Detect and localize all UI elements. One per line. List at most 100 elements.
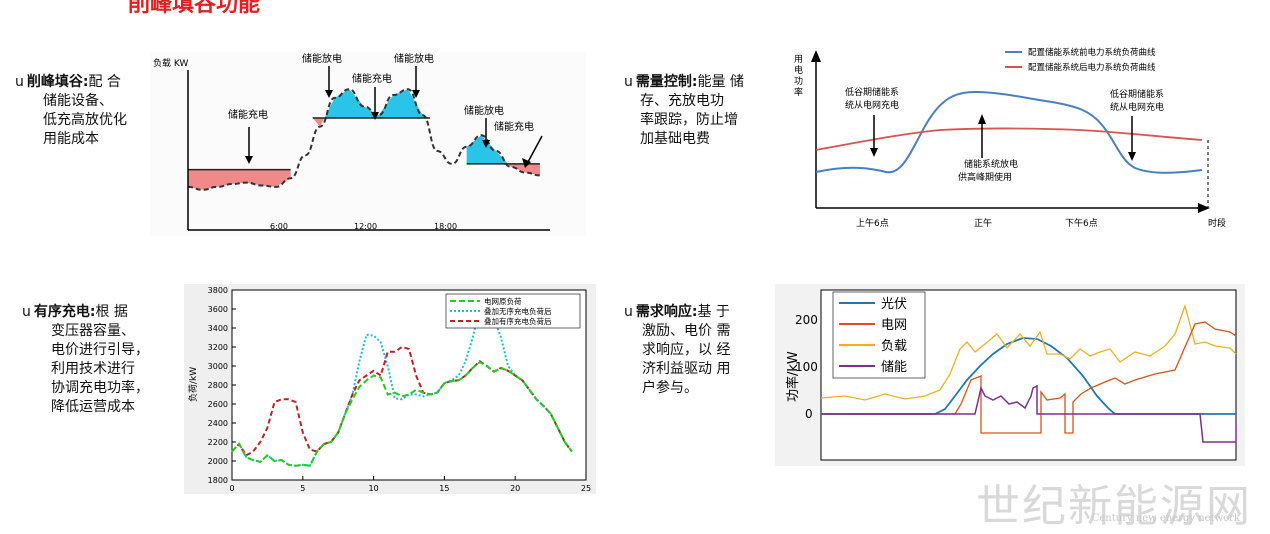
section-line: 求响应，以 经 bbox=[642, 342, 731, 358]
section-line: 济利益驱动 用 bbox=[642, 361, 731, 377]
section-line: 根 据 bbox=[95, 304, 128, 320]
charge-area bbox=[508, 163, 540, 176]
x-tick-label: 上午6点 bbox=[856, 217, 889, 229]
section-line: 电价进行引导， bbox=[51, 342, 149, 358]
section-line: 能量 储 bbox=[697, 74, 744, 90]
section-line: 利用技术进行 bbox=[51, 361, 135, 377]
annotation-label: 储能充电 bbox=[228, 108, 268, 121]
annotation-label: 低谷期储能系 bbox=[1110, 88, 1164, 100]
peak-shaving-chart: 负载 KW 6:00 12:00 18:00 储能充电 储能放电 储能充电 储能… bbox=[150, 52, 586, 236]
bullet-icon: u bbox=[624, 74, 633, 90]
legend-label: 叠加有序充电负荷后 bbox=[484, 316, 552, 326]
legend-label: 储能 bbox=[881, 360, 907, 375]
y-tick-label: 100 bbox=[795, 360, 818, 374]
y-tick-label: 2400 bbox=[208, 419, 228, 428]
y-axis-label: 负载 KW bbox=[153, 57, 188, 69]
y-tick-label: 2000 bbox=[208, 457, 228, 466]
section-line: 变压器容量、 bbox=[51, 323, 135, 339]
section-line: 激励、电价 需 bbox=[642, 323, 731, 339]
section-heading: 需量控制: bbox=[635, 74, 698, 90]
y-axis-label: 负荷/kW bbox=[187, 367, 199, 402]
series-line-before bbox=[815, 90, 1203, 174]
page-title: 削峰填谷功能 bbox=[128, 0, 261, 17]
section-line: 户参与。 bbox=[642, 380, 698, 396]
legend-label: 配置储能系统前电力系统负荷曲线 bbox=[1028, 47, 1156, 58]
annotation-label: 低谷期储能系 bbox=[845, 86, 899, 98]
arrow-icon bbox=[522, 158, 531, 168]
section-line: 用能成本 bbox=[43, 131, 99, 147]
arrow-down-icon bbox=[371, 112, 379, 120]
y-tick-label: 3600 bbox=[208, 305, 228, 314]
arrow-icon bbox=[527, 135, 543, 163]
y-tick-label: 2200 bbox=[208, 438, 228, 447]
x-tick-label: 6:00 bbox=[270, 222, 288, 231]
legend bbox=[832, 291, 926, 379]
bullet-icon: u bbox=[624, 304, 633, 320]
x-tick-label: 15 bbox=[439, 484, 449, 493]
series-line-storage bbox=[821, 384, 1237, 443]
bullet-icon: u bbox=[15, 74, 24, 90]
section-demand-response: u 需求响应:基 于 激励、电价 需 求响应，以 经 济利益驱动 用 户参与。 bbox=[624, 303, 774, 398]
charge-area bbox=[312, 117, 325, 127]
x-tick-label: 0 bbox=[229, 484, 234, 493]
section-heading: 需求响应: bbox=[635, 304, 698, 320]
arrow-up-icon bbox=[978, 114, 986, 124]
annotation-label: 储能系统放电 bbox=[964, 158, 1018, 170]
watermark-subtitle: Century new energy network bbox=[1091, 513, 1240, 524]
annotation-label: 储能充电 bbox=[494, 120, 534, 133]
series-line-grid bbox=[821, 321, 1237, 434]
section-orderly-charging: u 有序充电:根 据 变压器容量、 电价进行引导， 利用技术进行 协调充电功率， … bbox=[22, 303, 167, 417]
discharge-area bbox=[312, 89, 430, 118]
annotation-label: 储能放电 bbox=[464, 104, 504, 117]
annotation-label: 统从电网充电 bbox=[845, 99, 899, 111]
y-axis-label-char: 用 bbox=[794, 54, 803, 65]
axis-arrow-icon bbox=[1198, 203, 1210, 213]
legend bbox=[445, 293, 581, 329]
section-line: 基 于 bbox=[697, 304, 730, 320]
section-heading: 有序充电: bbox=[33, 304, 96, 320]
section-line: 储能设备、 bbox=[43, 93, 113, 109]
y-axis-label-char: 电 bbox=[794, 64, 803, 76]
x-tick-label: 18:00 bbox=[434, 222, 457, 231]
section-line: 配 合 bbox=[88, 74, 121, 90]
arrow-down-icon bbox=[482, 140, 490, 148]
section-line: 协调充电功率， bbox=[51, 380, 149, 396]
legend-label: 负载 bbox=[881, 339, 907, 354]
x-axis-label: 时段 bbox=[1208, 217, 1226, 229]
y-axis-label: 功率/kW bbox=[785, 351, 801, 402]
section-line: 降低运营成本 bbox=[51, 399, 135, 415]
section-line: 率跟踪，防止增 bbox=[640, 112, 738, 128]
annotation-label: 供高峰期使用 bbox=[958, 171, 1012, 183]
y-tick-label: 3200 bbox=[208, 343, 228, 352]
legend-label: 光伏 bbox=[881, 297, 907, 312]
annotation-label: 储能充电 bbox=[352, 72, 392, 85]
section-line: 存、充放电功 bbox=[640, 93, 724, 109]
y-axis-label-char: 率 bbox=[794, 86, 803, 98]
x-tick-label: 5 bbox=[300, 484, 305, 493]
y-tick-label: 3000 bbox=[208, 362, 228, 371]
section-heading: 削峰填谷: bbox=[26, 74, 89, 90]
x-tick-label: 25 bbox=[581, 484, 591, 493]
x-tick-label: 10 bbox=[369, 484, 379, 493]
y-tick-label: 0 bbox=[805, 407, 813, 421]
y-tick-label: 3800 bbox=[208, 286, 228, 295]
y-tick-label: 1800 bbox=[208, 476, 228, 485]
legend-label: 电网 bbox=[881, 318, 907, 333]
annotation-label: 统从电网充电 bbox=[1110, 101, 1164, 113]
section-line: 低充高放优化 bbox=[43, 112, 127, 128]
y-tick-label: 2800 bbox=[208, 381, 228, 390]
section-line: 加基础电费 bbox=[640, 131, 710, 147]
section-demand-control: u 需量控制:能量 储 存、充放电功 率跟踪，防止增 加基础电费 bbox=[624, 73, 784, 149]
arrow-down-icon bbox=[245, 156, 253, 164]
series-line-1 bbox=[231, 297, 573, 467]
y-axis-label-char: 功 bbox=[794, 76, 803, 87]
demand-response-chart: 功率/kW 200 100 0 光伏 电网 负载 储能 bbox=[775, 284, 1245, 466]
x-tick-label: 20 bbox=[510, 484, 520, 493]
section-peak-shaving: u 削峰填谷:配 合 储能设备、 低充高放优化 用能成本 bbox=[15, 73, 150, 149]
legend-label: 叠加无序充电负荷后 bbox=[484, 306, 552, 316]
x-tick-label: 12:00 bbox=[354, 222, 377, 231]
arrow-down-icon bbox=[1128, 152, 1136, 161]
load-curve bbox=[187, 88, 541, 191]
